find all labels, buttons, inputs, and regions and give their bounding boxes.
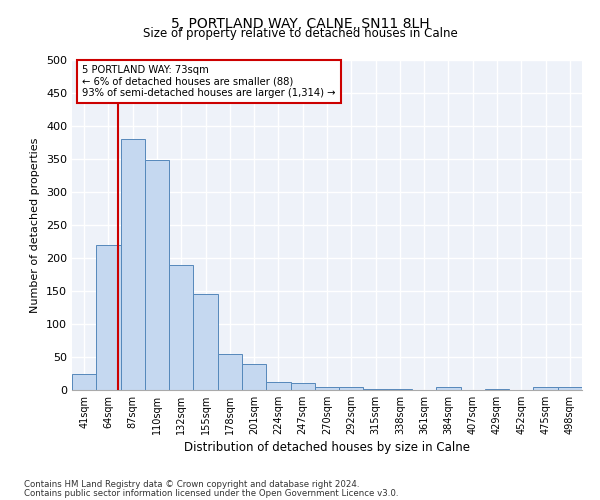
Bar (290, 384, 315, 390)
Bar (242, 364, 266, 390)
X-axis label: Distribution of detached houses by size in Calne: Distribution of detached houses by size … (184, 441, 470, 454)
Bar (315, 386, 339, 390)
Text: 5 PORTLAND WAY: 73sqm
← 6% of detached houses are smaller (88)
93% of semi-detac: 5 PORTLAND WAY: 73sqm ← 6% of detached h… (82, 65, 336, 98)
Bar (169, 264, 193, 390)
Text: Contains HM Land Registry data © Crown copyright and database right 2024.: Contains HM Land Registry data © Crown c… (24, 480, 359, 489)
Text: 5, PORTLAND WAY, CALNE, SN11 8LH: 5, PORTLAND WAY, CALNE, SN11 8LH (170, 18, 430, 32)
Bar (145, 160, 169, 390)
Bar (436, 388, 461, 390)
Text: Size of property relative to detached houses in Calne: Size of property relative to detached ho… (143, 28, 457, 40)
Bar (558, 388, 582, 390)
Text: Contains public sector information licensed under the Open Government Licence v3: Contains public sector information licen… (24, 488, 398, 498)
Bar (96, 245, 121, 390)
Bar (533, 388, 558, 390)
Bar (121, 139, 145, 390)
Bar (72, 374, 96, 390)
Y-axis label: Number of detached properties: Number of detached properties (31, 138, 40, 312)
Bar (266, 382, 290, 390)
Bar (339, 388, 364, 390)
Bar (364, 388, 388, 390)
Bar (193, 294, 218, 390)
Bar (218, 354, 242, 390)
